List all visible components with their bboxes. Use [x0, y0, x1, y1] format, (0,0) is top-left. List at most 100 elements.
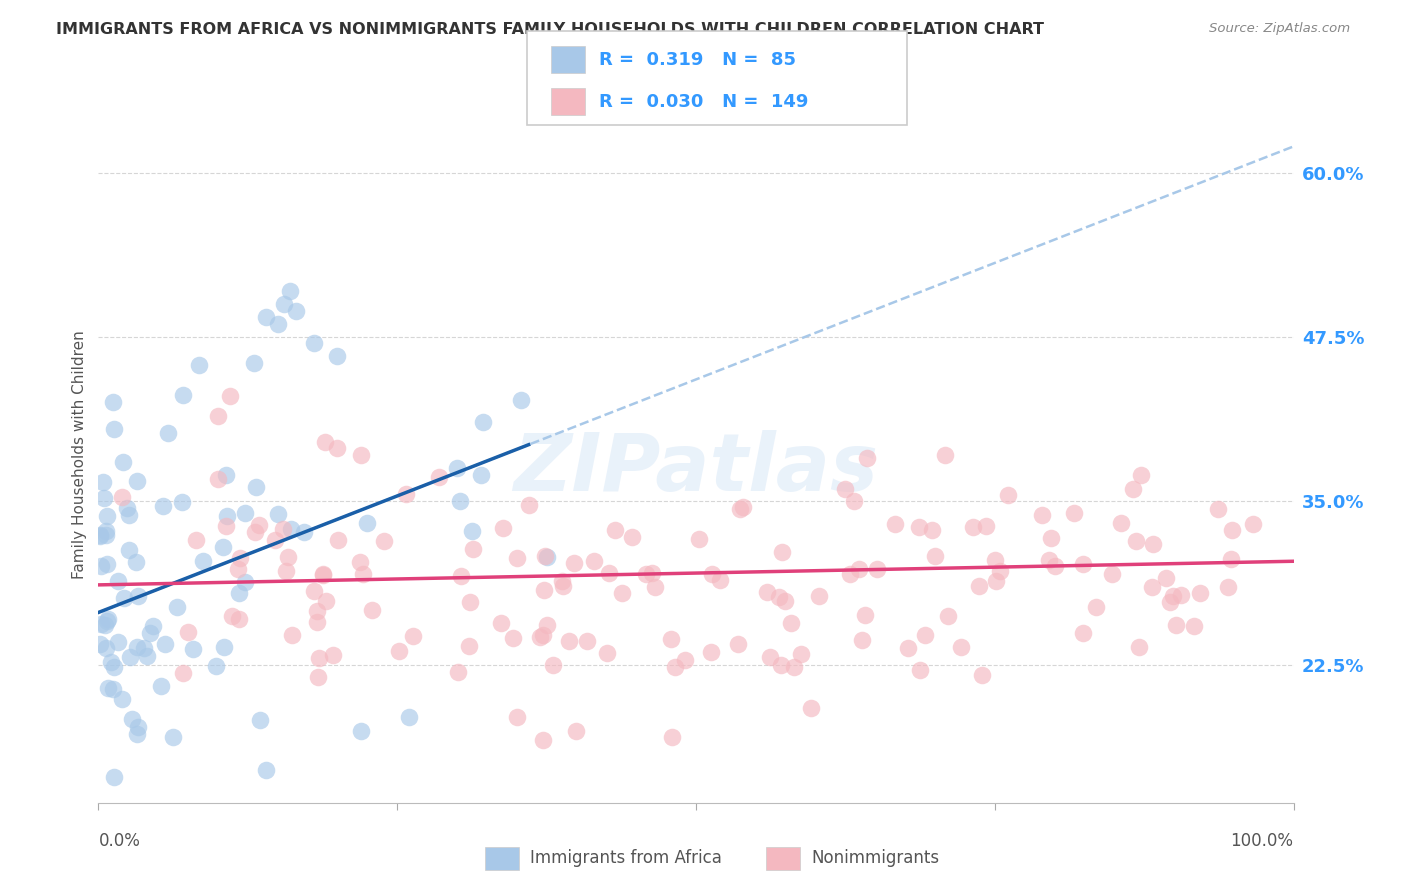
Point: [89, 637, 111, 651]
Point: [132, 641, 155, 656]
Point: [1031, 508, 1053, 522]
Point: [1154, 570, 1177, 584]
Point: [534, 549, 557, 563]
Point: [305, 604, 328, 618]
Point: [263, 533, 285, 547]
Point: [472, 415, 495, 429]
Point: [575, 633, 598, 648]
Point: [449, 494, 471, 508]
Point: [233, 507, 256, 521]
Point: [1220, 552, 1243, 566]
Point: [908, 520, 931, 534]
Point: [936, 608, 959, 623]
Point: [93, 617, 115, 632]
Point: [641, 566, 664, 580]
Point: [312, 568, 335, 582]
Point: [181, 642, 204, 657]
Point: [111, 692, 134, 706]
Point: [848, 562, 870, 576]
Point: [107, 574, 129, 589]
Point: [186, 533, 208, 547]
Point: [1129, 468, 1152, 483]
Point: [284, 303, 307, 318]
Point: [1222, 524, 1244, 538]
Text: 0.0%: 0.0%: [98, 831, 141, 850]
Point: [326, 533, 349, 547]
Point: [910, 663, 932, 677]
Point: [470, 467, 492, 482]
Point: [644, 580, 666, 594]
Point: [226, 562, 249, 576]
Point: [118, 508, 141, 523]
Point: [673, 653, 696, 667]
Point: [89, 529, 111, 543]
Point: [308, 650, 330, 665]
Point: [207, 472, 229, 486]
Point: [921, 524, 943, 538]
Point: [970, 668, 993, 682]
Point: [254, 763, 277, 777]
Point: [866, 562, 889, 576]
Point: [152, 499, 174, 513]
Point: [326, 350, 349, 364]
Point: [125, 555, 148, 569]
Point: [280, 522, 302, 536]
Point: [934, 448, 956, 462]
Point: [193, 554, 215, 568]
Point: [166, 599, 188, 614]
Point: [228, 586, 250, 600]
Point: [755, 584, 778, 599]
Point: [768, 590, 790, 604]
Point: [127, 720, 149, 734]
Point: [502, 631, 524, 645]
Point: [142, 619, 165, 633]
Point: [1142, 537, 1164, 551]
Point: [1063, 506, 1085, 520]
Point: [221, 609, 243, 624]
Point: [883, 517, 905, 532]
Y-axis label: Family Households with Children: Family Households with Children: [72, 331, 87, 579]
Point: [125, 727, 148, 741]
Point: [962, 520, 984, 534]
Point: [636, 566, 658, 581]
Point: [603, 523, 626, 537]
Point: [326, 442, 349, 456]
Text: Nonimmigrants: Nonimmigrants: [811, 849, 939, 867]
Point: [851, 632, 873, 647]
Point: [1189, 586, 1212, 600]
Point: [111, 490, 134, 504]
Point: [233, 574, 256, 589]
Point: [89, 527, 111, 541]
Point: [1159, 595, 1181, 609]
Point: [245, 480, 267, 494]
Point: [659, 632, 682, 647]
Point: [273, 297, 295, 311]
Point: [1128, 640, 1150, 654]
Text: Source: ZipAtlas.com: Source: ZipAtlas.com: [1209, 22, 1350, 36]
Point: [897, 640, 920, 655]
Point: [541, 657, 564, 672]
Point: [914, 628, 936, 642]
Point: [91, 475, 114, 490]
Point: [172, 494, 194, 508]
Point: [97, 612, 120, 626]
Point: [394, 487, 416, 501]
Point: [307, 670, 329, 684]
Point: [463, 542, 485, 557]
Point: [984, 553, 1007, 567]
Point: [700, 566, 723, 581]
Point: [984, 574, 1007, 588]
Point: [267, 317, 290, 331]
Point: [90, 617, 112, 632]
Point: [997, 488, 1019, 502]
Point: [111, 455, 134, 469]
Point: [312, 567, 335, 582]
Point: [562, 556, 585, 570]
Point: [974, 519, 997, 533]
Point: [94, 524, 117, 538]
Point: [305, 615, 328, 630]
Point: [853, 608, 876, 623]
Point: [281, 628, 304, 642]
Text: IMMIGRANTS FROM AFRICA VS NONIMMIGRANTS FAMILY HOUSEHOLDS WITH CHILDREN CORRELAT: IMMIGRANTS FROM AFRICA VS NONIMMIGRANTS …: [56, 22, 1045, 37]
Point: [990, 565, 1012, 579]
